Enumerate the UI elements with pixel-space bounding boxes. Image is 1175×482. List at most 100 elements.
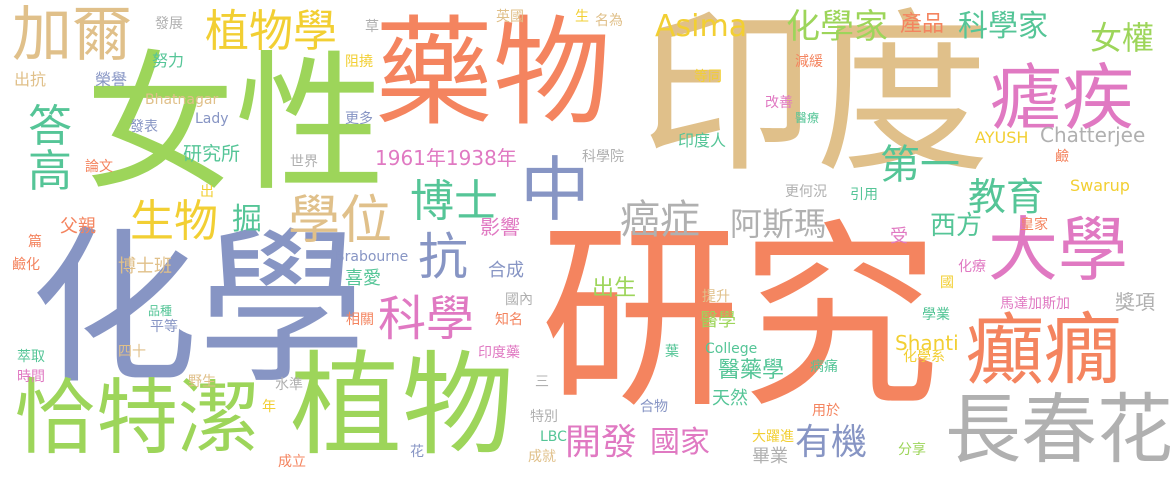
word: 知名: [495, 313, 523, 327]
word: 獎項: [1115, 292, 1155, 312]
word: 阻撓: [345, 55, 373, 69]
word: 學位: [288, 195, 392, 247]
word: 女權: [1090, 22, 1154, 54]
word: 時間: [17, 370, 45, 384]
word: 論文: [85, 160, 113, 174]
word: 努力: [152, 53, 184, 69]
word: 名為: [595, 14, 623, 28]
word: 印度藥: [478, 346, 520, 360]
word: Brabourne: [335, 250, 408, 264]
word: 用於: [812, 404, 840, 418]
word: 國家: [650, 428, 710, 458]
word: 產品: [900, 14, 944, 36]
word: 發表: [130, 120, 158, 134]
word: 生物: [130, 200, 218, 244]
word: 世界: [290, 155, 318, 169]
word: 加爾: [12, 5, 132, 65]
word: 化學家: [786, 10, 888, 44]
word: Swarup: [1070, 178, 1130, 194]
word: 學業: [922, 308, 950, 322]
word: 皇家: [1020, 218, 1048, 232]
word: 中: [520, 155, 590, 225]
word: 植物: [290, 350, 514, 462]
word: 科學家: [958, 12, 1048, 42]
word: Chatterjee: [1040, 125, 1145, 145]
word: Lady: [195, 112, 229, 126]
word: 開發: [565, 425, 637, 461]
word: 出生: [592, 278, 636, 300]
word: 父親: [60, 218, 96, 236]
word: LBC: [540, 430, 567, 444]
word: 化療: [958, 260, 986, 274]
word: 引用: [850, 188, 878, 202]
word: 高: [28, 150, 72, 194]
word: 癌症: [620, 200, 700, 240]
word: 分享: [898, 443, 926, 457]
word: 病痛: [810, 360, 838, 374]
word: 相關: [346, 313, 374, 327]
word: AYUSH: [975, 130, 1028, 146]
word: 科學: [378, 295, 474, 343]
word: 研究所: [183, 145, 240, 164]
word: 恰特潔: [14, 378, 260, 460]
word: 葉: [665, 345, 679, 359]
word: 有機: [795, 425, 867, 461]
word: 植物學: [205, 10, 337, 54]
word: 草: [365, 20, 379, 34]
word: 醫學: [700, 312, 736, 330]
word: 畢業: [752, 448, 788, 466]
word: 更多: [345, 112, 373, 126]
word: 特別: [530, 410, 558, 424]
word: 減緩: [795, 55, 823, 69]
word: 更何況: [785, 185, 827, 199]
word: 英國: [496, 10, 524, 24]
word: 成立: [278, 455, 306, 469]
word: 出抗: [14, 72, 46, 88]
word: 三: [535, 375, 549, 389]
word: 四十: [118, 345, 146, 359]
word: 印度人: [678, 133, 726, 149]
word: 影響: [480, 217, 520, 237]
word: 生: [575, 10, 589, 24]
word: 發展: [155, 17, 183, 31]
word: College: [705, 342, 757, 356]
word: 藥物: [375, 14, 611, 132]
word: 西方: [930, 213, 982, 239]
word: 平等: [150, 320, 178, 334]
word: 萃取: [17, 350, 45, 364]
word: 篇: [28, 235, 42, 249]
word: 馬達加斯加: [1000, 297, 1070, 311]
word: 醫療: [795, 112, 819, 124]
word: 水準: [275, 378, 303, 392]
word: 大學: [988, 215, 1128, 285]
word: 抗: [418, 232, 468, 282]
word: 科學院: [582, 150, 624, 164]
word: 鹼化: [12, 258, 40, 272]
word: 成就: [528, 450, 556, 464]
word: 改善: [765, 96, 793, 110]
word: Bhatnagar: [145, 93, 218, 107]
word: Asima: [655, 12, 747, 42]
word: 大躍進: [752, 430, 794, 444]
word: 醫藥學: [718, 360, 784, 382]
word: 癲癇: [966, 312, 1122, 390]
word: 年: [262, 400, 276, 414]
word: 第一: [880, 145, 960, 185]
word: 出: [200, 185, 214, 199]
word: 受: [890, 228, 908, 246]
word: 化學系: [903, 350, 945, 364]
word: 喜愛: [345, 270, 381, 288]
word: 提升: [702, 290, 730, 304]
word: 國: [940, 276, 954, 290]
word: 品種: [148, 305, 172, 317]
word: 天然: [712, 390, 748, 408]
word: 等同: [694, 70, 722, 84]
word: 長春花: [945, 392, 1173, 468]
word: 花: [410, 445, 424, 459]
word: 合成: [488, 262, 524, 280]
word: 1961年1938年: [375, 148, 517, 168]
word: 掘: [232, 205, 262, 235]
word: 阿斯瑪: [730, 208, 826, 240]
word: 博士班: [118, 258, 172, 276]
